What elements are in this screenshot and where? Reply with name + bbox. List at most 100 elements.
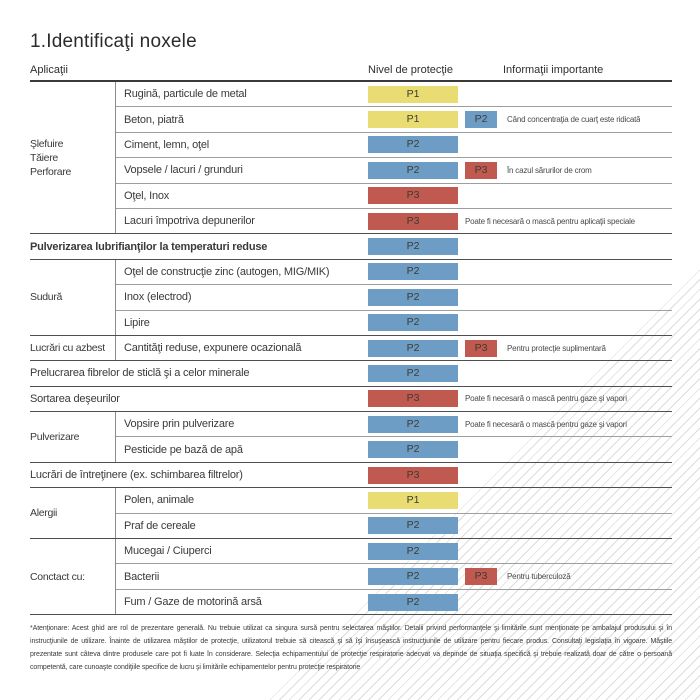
row-label: Oţel de construcţie zinc (autogen, MIG/M… [124,265,330,278]
badge-area: P2 [368,238,672,256]
badge-area: P3 [368,187,672,205]
protection-badge-p2: P2 [465,111,497,129]
table-header: Aplicaţii Nivel de protecţie Informaţii … [30,60,672,82]
badge-area: P1 [368,85,672,103]
table-row: Ciment, lemn, oţel P2 [116,131,672,157]
row-label: Lipire [124,316,150,329]
badge-area: P2 [368,288,672,306]
footnote-disclaimer: *Atenţionare: Acest ghid are rol de prez… [30,625,672,672]
category-label: Sudură [30,291,63,304]
badge-area: P2 [368,542,672,560]
badge-area: P3 [368,466,672,484]
protection-badge-p2: P2 [368,441,458,459]
category-label: Lucrări cu azbest [30,342,105,355]
table-row: Beton, piatră P1 P2 Când concentraţia de cu… [116,106,672,131]
block-rows: Vopsire prin pulverizare P2 Poate fi neces… [116,412,672,462]
protection-badge-p1: P1 [368,491,458,509]
table-row: Vopsele / lacuri / grunduri P2 P3 În cazul … [116,157,672,182]
table-row: Lipire P2 [116,309,672,335]
row-note: Poate fi necesară o mască pentru gaze şi… [465,394,627,404]
table-row: Sortarea deşeurilor P3 Poate fi necesară o… [30,387,672,411]
table-row: Pulverizarea lubrifianţilor la temperatu… [30,234,672,258]
row-label: Inox (electrod) [124,291,192,304]
row-label: Mucegai / Ciuperci [124,545,212,558]
row-label: Praf de cereale [124,519,196,532]
row-label: Beton, piatră [124,113,184,126]
protection-badge-p3: P3 [368,212,458,230]
protection-badge-p1: P1 [368,111,458,129]
protection-badge-p2: P2 [368,339,458,357]
badge-area: P2 [368,263,672,281]
category-block: Lucrări de întreţinere (ex. schimbarea f… [30,463,672,489]
table-row: Lucrări de întreţinere (ex. schimbarea f… [30,463,672,487]
category-block: Lucrări cu azbest Cantităţi reduse, expun… [30,335,672,362]
column-header-applications: Aplicaţii [30,64,68,76]
row-label: Fum / Gaze de motorină arsă [124,596,262,608]
category-block: Sudură Oţel de construcţie zinc (autogen,… [30,259,672,336]
protection-badge-p2: P2 [368,314,458,332]
row-label: Rugină, particule de metal [124,88,247,101]
row-label: Oţel, Inox [124,189,170,202]
block-rows: Prelucrarea fibrelor de sticlă şi a celo… [30,361,672,385]
protection-badge-p3: P3 [465,161,497,179]
badge-area: P2 [368,593,672,611]
table-row: Oţel, Inox P3 [116,182,672,208]
column-header-protection-level: Nivel de protecţie [368,64,453,76]
block-rows: Pulverizarea lubrifianţilor la temperatu… [30,234,672,258]
badge-area: P3 Poate fi necesară o mască pentru aplic… [368,212,672,230]
row-label: Pulverizarea lubrifianţilor la temperatu… [30,240,268,253]
row-label: Polen, animale [124,494,194,507]
protection-badge-p3: P3 [368,390,458,408]
protection-badge-p3: P3 [368,466,458,484]
category-cell: Lucrări cu azbest [30,335,116,361]
badge-area: P2 P3 Pentru tuberculoză [368,568,672,586]
category-block: Conctact cu: Mucegai / Ciuperci P2 Bacterii… [30,539,672,616]
column-header-important-info: Informaţii importante [503,64,604,76]
protection-badge-p2: P2 [368,263,458,281]
protection-badge-p2: P2 [368,288,458,306]
row-note: În cazul sărurilor de crom [507,165,592,175]
block-rows: Polen, animale P1 Praf de cereale P2 [116,488,672,538]
table-row: Fum / Gaze de motorină arsă P2 [116,588,672,614]
hazard-identification-page: 1.Identificaţi noxele Aplicaţii Nivel de… [30,31,672,672]
category-label: Şlefuire Tăiere Perforare [30,137,72,178]
protection-badge-p2: P2 [368,415,458,433]
badge-area: P2 [368,441,672,459]
row-label: Vopsire prin pulverizare [124,418,235,431]
protection-badge-p2: P2 [368,568,458,586]
block-rows: Mucegai / Ciuperci P2 Bacterii P2 P3 Pentru t… [116,539,672,614]
protection-badge-p2: P2 [368,517,458,535]
row-label: Pesticide pe bază de apă [124,443,243,456]
badge-area: P2 [368,517,672,535]
row-label: Ciment, lemn, oţel [124,138,210,151]
badge-area: P2 [368,364,672,382]
row-note: Pentru protecţie suplimentară [507,343,606,353]
protection-badge-p2: P2 [368,593,458,611]
badge-area: P2 [368,314,672,332]
protection-badge-p2: P2 [368,364,458,382]
protection-badge-p2: P2 [368,136,458,154]
badge-area: P1 [368,491,672,509]
protection-badge-p3: P3 [465,568,497,586]
block-rows: Sortarea deşeurilor P3 Poate fi necesară o… [30,387,672,411]
row-label: Bacterii [124,570,160,583]
category-block: Pulverizare Vopsire prin pulverizare P2 Poa… [30,412,672,463]
block-rows: Lucrări de întreţinere (ex. schimbarea f… [30,463,672,487]
table-row: Oţel de construcţie zinc (autogen, MIG/M… [116,260,672,284]
block-rows: Cantităţi reduse, expunere ocazională P2 P… [116,336,672,360]
protection-badge-p2: P2 [368,238,458,256]
table-row: Pesticide pe bază de apă P2 [116,436,672,461]
table-row: Bacterii P2 P3 Pentru tuberculoză [116,563,672,588]
row-note: Când concentraţia de cuarţ este ridicată [507,115,641,125]
table-row: Polen, animale P1 [116,488,672,512]
row-note: Poate fi necesară o mască pentru gaze şi… [465,419,627,429]
protection-badge-p3: P3 [465,339,497,357]
category-cell: Sudură [30,259,116,335]
category-cell: Conctact cu: [30,539,116,615]
category-block: Alergii Polen, animale P1 Praf de cereale P2 [30,488,672,540]
category-label: Alergii [30,507,58,520]
table-row: Prelucrarea fibrelor de sticlă şi a celo… [30,361,672,385]
row-label: Cantităţi reduse, expunere ocazională [124,342,302,355]
category-cell: Pulverizare [30,412,116,462]
badge-area: P2 [368,136,672,154]
